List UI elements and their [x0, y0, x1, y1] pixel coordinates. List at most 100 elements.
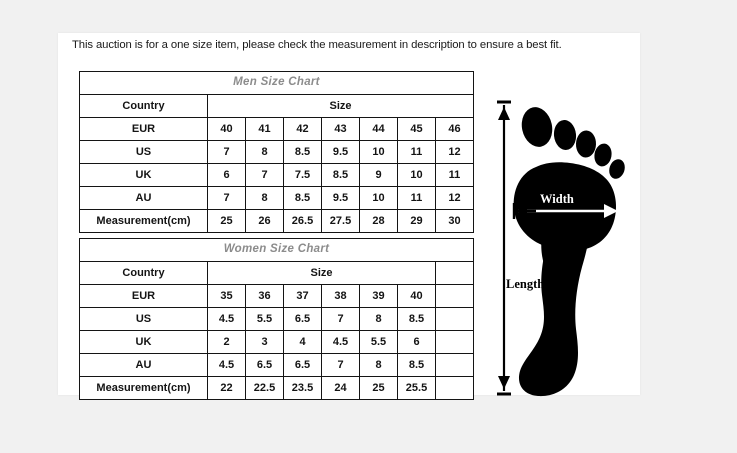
women-uk-3: 4.5	[321, 330, 360, 354]
women-chart-title-row: Women Size Chart	[79, 238, 474, 262]
toes	[521, 107, 625, 179]
men-au-6: 12	[435, 186, 474, 210]
men-size-header: Size	[207, 94, 474, 118]
men-country-header: Country	[79, 94, 208, 118]
men-eur-1: 41	[245, 117, 284, 141]
women-country-header: Country	[79, 261, 208, 285]
width-label: Width	[540, 192, 574, 206]
women-us-5: 8.5	[397, 307, 436, 331]
women-us-0: 4.5	[207, 307, 246, 331]
women-header-blank-cell	[435, 261, 474, 285]
men-us-4: 10	[359, 140, 398, 164]
men-size-chart-table: Men Size Chart Country Size EUR 40 41 42…	[79, 71, 474, 233]
men-us-0: 7	[207, 140, 246, 164]
women-uk-blank-cell	[435, 330, 474, 354]
men-us-2: 8.5	[283, 140, 322, 164]
women-measurement-5: 25.5	[397, 376, 436, 400]
toe-big	[521, 107, 553, 147]
men-measurement-3: 27.5	[321, 209, 360, 233]
women-us-4: 8	[359, 307, 398, 331]
men-uk-2: 7.5	[283, 163, 322, 187]
men-au-2: 8.5	[283, 186, 322, 210]
women-row-label-eur: EUR	[79, 284, 208, 308]
table-row: UK 6 7 7.5 8.5 9 10 11	[79, 163, 474, 187]
men-measurement-4: 28	[359, 209, 398, 233]
women-measurement-1: 22.5	[245, 376, 284, 400]
toe-second	[553, 120, 577, 150]
men-eur-3: 43	[321, 117, 360, 141]
length-label: Length	[506, 277, 544, 291]
men-eur-5: 45	[397, 117, 436, 141]
table-row: AU 7 8 8.5 9.5 10 11 12	[79, 186, 474, 210]
women-eur-4: 39	[359, 284, 398, 308]
women-eur-3: 38	[321, 284, 360, 308]
women-uk-4: 5.5	[359, 330, 398, 354]
table-row: Measurement(cm) 22 22.5 23.5 24 25 25.5	[79, 376, 474, 400]
men-uk-4: 9	[359, 163, 398, 187]
men-header-row: Country Size	[79, 94, 474, 118]
women-row-label-uk: UK	[79, 330, 208, 354]
men-uk-6: 11	[435, 163, 474, 187]
men-measurement-6: 30	[435, 209, 474, 233]
men-au-0: 7	[207, 186, 246, 210]
men-us-1: 8	[245, 140, 284, 164]
women-row-label-us: US	[79, 307, 208, 331]
women-au-4: 8	[359, 353, 398, 377]
men-row-label-us: US	[79, 140, 208, 164]
women-eur-0: 35	[207, 284, 246, 308]
women-header-row: Country Size	[79, 261, 474, 285]
women-measurement-4: 25	[359, 376, 398, 400]
men-eur-2: 42	[283, 117, 322, 141]
table-row: EUR 40 41 42 43 44 45 46	[79, 117, 474, 141]
men-row-label-measurement: Measurement(cm)	[79, 209, 208, 233]
men-chart-title-row: Men Size Chart	[79, 71, 474, 95]
men-eur-0: 40	[207, 117, 246, 141]
women-us-1: 5.5	[245, 307, 284, 331]
men-us-5: 11	[397, 140, 436, 164]
table-row: EUR 35 36 37 38 39 40	[79, 284, 474, 308]
women-uk-0: 2	[207, 330, 246, 354]
women-au-blank-cell	[435, 353, 474, 377]
women-us-blank-cell	[435, 307, 474, 331]
women-measurement-2: 23.5	[283, 376, 322, 400]
men-au-1: 8	[245, 186, 284, 210]
men-row-label-au: AU	[79, 186, 208, 210]
men-uk-5: 10	[397, 163, 436, 187]
men-uk-3: 8.5	[321, 163, 360, 187]
men-measurement-2: 26.5	[283, 209, 322, 233]
women-eur-blank-cell	[435, 284, 474, 308]
women-size-header: Size	[207, 261, 436, 285]
women-eur-5: 40	[397, 284, 436, 308]
foot-diagram: Length Width	[496, 93, 634, 403]
table-row: UK 2 3 4 4.5 5.5 6	[79, 330, 474, 354]
women-eur-2: 37	[283, 284, 322, 308]
men-au-3: 9.5	[321, 186, 360, 210]
men-au-4: 10	[359, 186, 398, 210]
men-eur-4: 44	[359, 117, 398, 141]
content-panel: This auction is for a one size item, ple…	[58, 33, 640, 400]
men-us-3: 9.5	[321, 140, 360, 164]
footprint-silhouette	[513, 162, 616, 397]
table-row: US 4.5 5.5 6.5 7 8 8.5	[79, 307, 474, 331]
women-au-5: 8.5	[397, 353, 436, 377]
men-eur-6: 46	[435, 117, 474, 141]
table-row: US 7 8 8.5 9.5 10 11 12	[79, 140, 474, 164]
women-uk-2: 4	[283, 330, 322, 354]
women-uk-1: 3	[245, 330, 284, 354]
men-row-label-eur: EUR	[79, 117, 208, 141]
men-row-label-uk: UK	[79, 163, 208, 187]
toe-third	[575, 130, 597, 158]
length-measure-arrow	[497, 100, 511, 396]
men-au-5: 11	[397, 186, 436, 210]
women-row-label-measurement: Measurement(cm)	[79, 376, 208, 400]
women-eur-1: 36	[245, 284, 284, 308]
toe-little	[609, 159, 625, 179]
women-us-2: 6.5	[283, 307, 322, 331]
men-measurement-1: 26	[245, 209, 284, 233]
women-au-2: 6.5	[283, 353, 322, 377]
men-chart-title: Men Size Chart	[79, 71, 474, 95]
women-measurement-blank-cell	[435, 376, 474, 400]
women-au-1: 6.5	[245, 353, 284, 377]
width-measure-arrow	[512, 203, 618, 219]
